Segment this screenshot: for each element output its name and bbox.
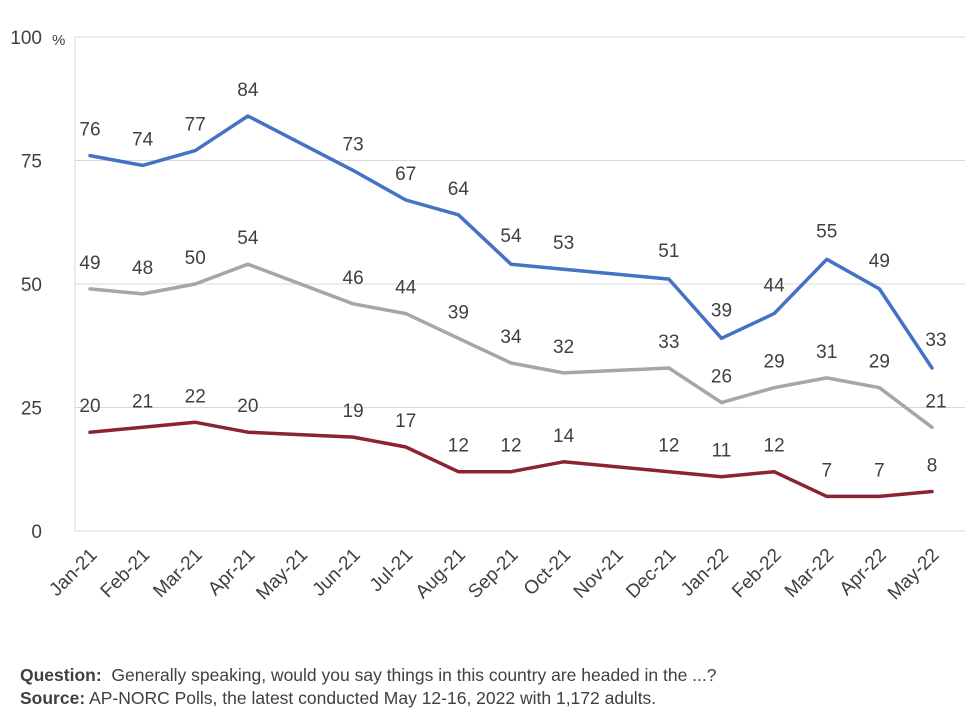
x-tick-label: Jan-21 [46, 545, 102, 601]
data-label: 17 [395, 411, 416, 432]
x-tick-label: Jul-21 [366, 545, 417, 596]
data-label: 26 [711, 367, 732, 388]
x-tick-label: Feb-21 [97, 545, 154, 602]
series-line-0 [88, 114, 934, 370]
data-label: 54 [500, 226, 522, 247]
data-label: 39 [711, 300, 732, 321]
question-label: Question: [20, 665, 102, 685]
x-tick-label: Feb-22 [728, 545, 785, 602]
y-tick-label-0: 0 [31, 522, 42, 543]
source-line: Source: AP-NORC Polls, the latest conduc… [20, 687, 717, 710]
data-label: 11 [712, 441, 732, 462]
data-label: 7 [821, 460, 832, 481]
data-label: 14 [553, 426, 575, 447]
data-label: 34 [500, 327, 522, 348]
data-label: 29 [869, 352, 890, 373]
y-tick-label-75: 75 [21, 152, 42, 173]
y-axis: 0 25 50 75 100 [10, 28, 42, 543]
data-label: 74 [132, 129, 154, 150]
data-label: 53 [553, 233, 574, 254]
y-tick-label-50: 50 [21, 275, 42, 296]
data-label: 46 [343, 268, 364, 289]
data-label: 29 [764, 352, 785, 373]
data-label: 49 [869, 251, 890, 272]
data-label: 44 [764, 276, 786, 297]
y-tick-label-100: 100 [10, 28, 42, 49]
data-label: 12 [500, 436, 521, 457]
data-label: 67 [395, 164, 416, 185]
data-label: 22 [185, 386, 206, 407]
x-tick-label: Jan-22 [677, 545, 733, 601]
data-label: 54 [237, 228, 259, 249]
data-label: 76 [79, 120, 100, 141]
series-line-2 [88, 420, 934, 499]
data-label: 64 [448, 179, 470, 200]
x-tick-label: Aug-21 [412, 545, 470, 603]
data-label: 21 [925, 391, 946, 412]
data-label: 8 [927, 455, 938, 476]
series-lines [88, 114, 934, 499]
x-tick-label: Apr-21 [204, 545, 259, 600]
y-axis-unit: % [52, 32, 65, 49]
data-label: 44 [395, 278, 417, 299]
y-tick-label-25: 25 [21, 399, 42, 420]
x-tick-label: Nov-21 [570, 545, 628, 603]
data-label: 19 [343, 401, 364, 422]
data-label: 12 [658, 436, 679, 457]
x-tick-label: Apr-22 [836, 545, 891, 600]
series-line-1 [88, 262, 934, 430]
x-tick-label: Mar-21 [149, 545, 206, 602]
gridlines [74, 36, 965, 532]
data-label: 21 [132, 391, 153, 412]
data-label: 7 [874, 460, 885, 481]
x-tick-label: May-21 [252, 545, 312, 605]
question-text: Generally speaking, would you say things… [111, 665, 717, 685]
data-label: 20 [79, 396, 100, 417]
data-label: 12 [448, 436, 469, 457]
data-label: 77 [185, 115, 206, 136]
chart-footer: Question: Generally speaking, would you … [20, 664, 717, 710]
x-tick-label: Oct-21 [520, 545, 575, 600]
data-label: 84 [237, 80, 259, 101]
data-label: 31 [816, 342, 837, 363]
data-label: 12 [764, 436, 785, 457]
x-tick-label: Dec-21 [622, 545, 680, 603]
data-label: 39 [448, 302, 469, 323]
x-tick-label: Jun-21 [309, 545, 365, 601]
x-tick-label: Sep-21 [464, 545, 522, 603]
data-label: 20 [237, 396, 258, 417]
x-tick-label: Mar-22 [781, 545, 838, 602]
data-label: 33 [658, 332, 679, 353]
source-label: Source: [20, 688, 86, 708]
data-label: 32 [553, 337, 574, 358]
data-label: 50 [185, 248, 206, 269]
data-label: 73 [343, 134, 364, 155]
question-line: Question: Generally speaking, would you … [20, 664, 717, 687]
data-label: 49 [79, 253, 100, 274]
data-label: 33 [925, 330, 946, 351]
source-text: AP-NORC Polls, the latest conducted May … [89, 688, 657, 708]
data-label: 48 [132, 258, 153, 279]
x-tick-label: May-22 [884, 545, 944, 605]
data-label: 51 [658, 241, 679, 262]
data-label: 55 [816, 221, 837, 242]
